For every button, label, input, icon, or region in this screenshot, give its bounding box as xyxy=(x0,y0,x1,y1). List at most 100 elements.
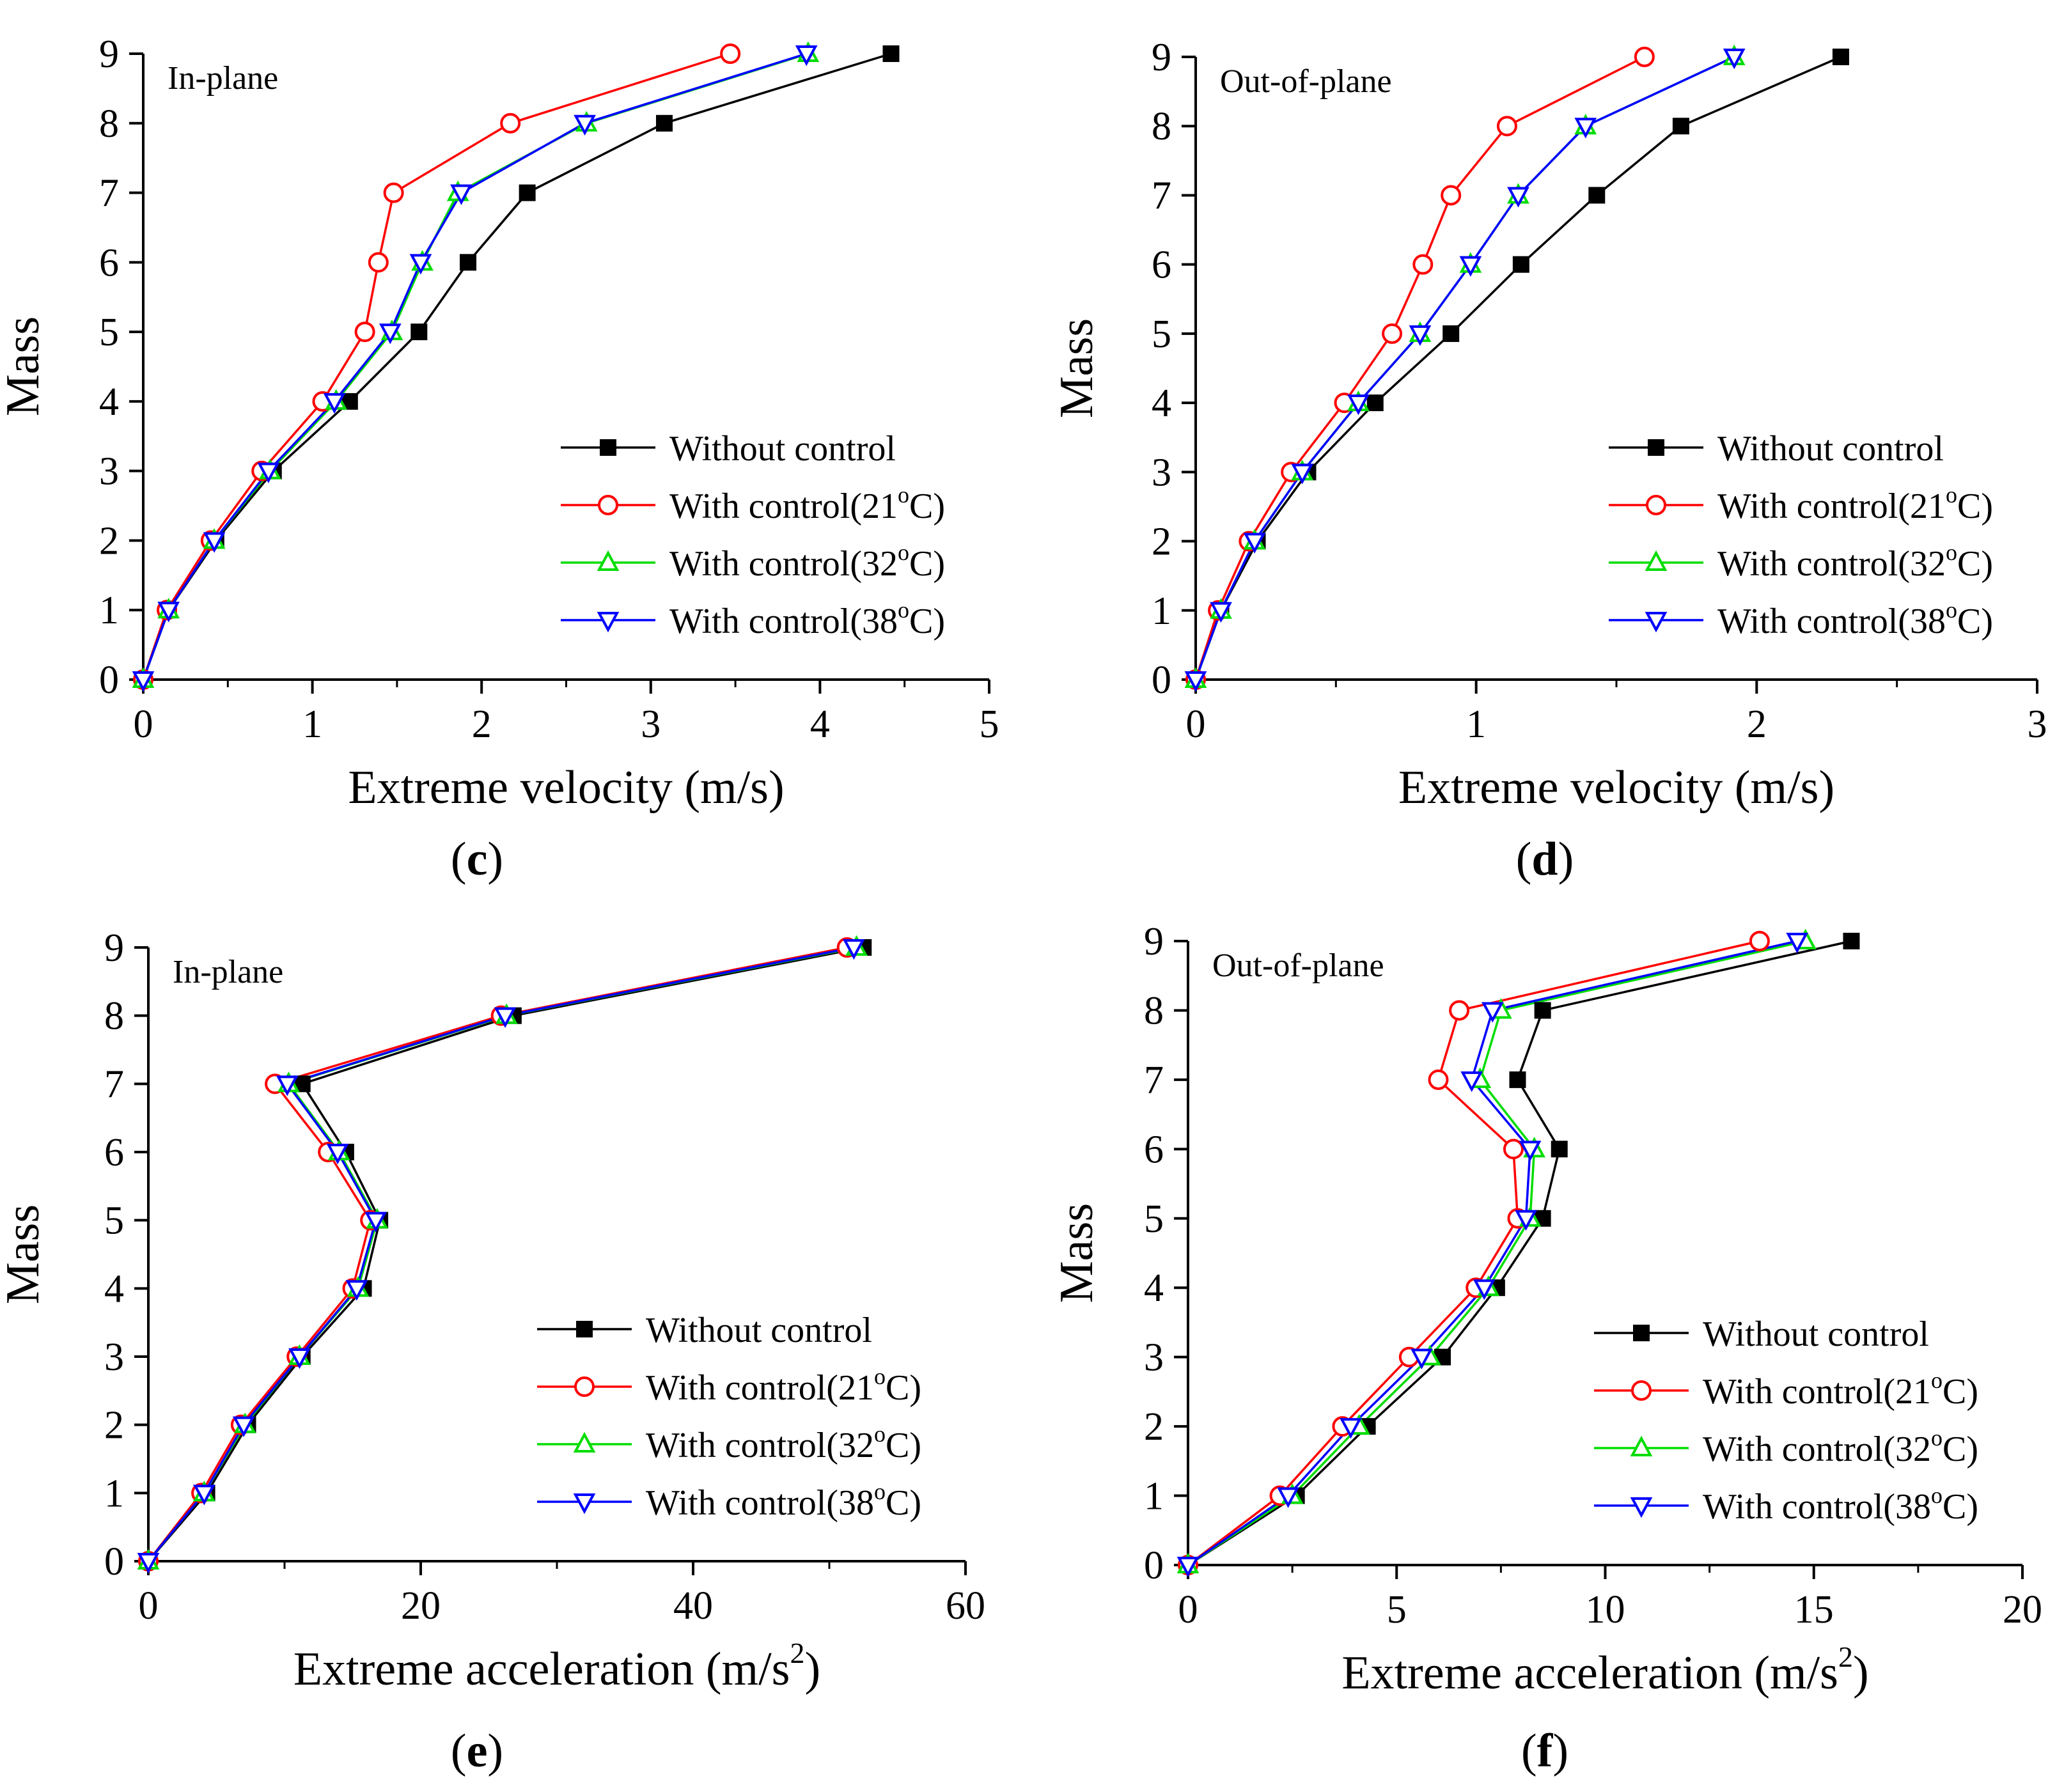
x-tick-label: 2 xyxy=(472,703,492,746)
data-point-s3-m3 xyxy=(1291,464,1314,485)
data-point-s3-m6 xyxy=(409,254,432,275)
panel-f: 0 5 10 15 20 0 1 2 3 4 5 6 7 8 9 Extreme acceleration (… xyxy=(1051,920,2042,1777)
text-span: f xyxy=(1537,1725,1554,1777)
text-span: o xyxy=(898,540,909,565)
inset-label: Out-of-plane xyxy=(1220,63,1392,100)
y-tick-label: 5 xyxy=(1144,1197,1164,1241)
legend-marker xyxy=(598,495,618,515)
text-span: o xyxy=(1946,597,1957,623)
text-span: o xyxy=(874,1364,886,1389)
y-axis-title: Mass xyxy=(1051,318,1103,418)
y-tick-label: 9 xyxy=(1144,920,1164,963)
legend-label: Without control xyxy=(646,1311,872,1350)
text-span: o xyxy=(1946,540,1957,565)
series-line-2 xyxy=(1187,940,1806,1566)
data-point-s3-m4 xyxy=(345,1280,368,1301)
x-tick-label: 1 xyxy=(1466,703,1486,746)
text-span: With control(38 xyxy=(1703,1487,1931,1527)
data-point-s3-m8 xyxy=(1481,1002,1504,1023)
data-point-s3-m9 xyxy=(842,939,865,960)
y-tick-label: 6 xyxy=(99,241,119,284)
series-line-2 xyxy=(1194,56,1735,680)
data-point-s3-m5 xyxy=(1409,325,1432,347)
data-point-s3-m1 xyxy=(1210,602,1232,623)
data-point-s3-m1 xyxy=(157,602,180,623)
y-tick-label: 2 xyxy=(1144,1405,1164,1449)
data-point-s1-m8 xyxy=(500,113,521,134)
text-span: ( xyxy=(451,1725,467,1777)
text-span: With control(32 xyxy=(1717,544,1946,584)
data-point-s1-m6 xyxy=(1503,1139,1524,1160)
text-span: C) xyxy=(886,1368,921,1408)
data-point-s1-m6 xyxy=(1412,254,1434,275)
series-line-2 xyxy=(142,52,809,680)
data-point-s0-m6 xyxy=(460,254,477,271)
data-point-s1-m5 xyxy=(1382,323,1403,344)
legend-marker xyxy=(1648,439,1664,456)
text-span: C) xyxy=(909,487,945,526)
x-tick-label: 40 xyxy=(673,1584,713,1628)
series-line-0 xyxy=(1187,940,1852,1566)
text-span: C) xyxy=(1943,1372,1978,1412)
data-point-s0-m5 xyxy=(410,323,428,341)
data-point-s0-m9 xyxy=(1843,933,1860,949)
y-tick-label: 3 xyxy=(1144,1336,1164,1380)
series-line-1 xyxy=(1194,56,1645,680)
legend-label: With control(38oC) xyxy=(669,597,945,641)
data-point-s3-m7 xyxy=(276,1075,299,1096)
y-tick-label: 7 xyxy=(99,172,119,215)
legend-marker xyxy=(573,1493,596,1515)
text-span: C) xyxy=(1957,544,1993,584)
legend-marker xyxy=(1631,1380,1652,1401)
legend-label: With control(38oC) xyxy=(1717,597,1993,641)
text-span: ) xyxy=(1853,1647,1869,1699)
y-tick-label: 0 xyxy=(1152,658,1171,702)
x-tick-label: 0 xyxy=(134,703,153,746)
legend-label: With control(38oC) xyxy=(1703,1483,1978,1527)
text-span: o xyxy=(1931,1483,1943,1508)
y-tick-label: 6 xyxy=(104,1131,124,1174)
legend-marker xyxy=(576,1321,593,1337)
y-tick-label: 1 xyxy=(1152,589,1171,633)
data-point-s1-m6 xyxy=(368,252,389,273)
x-tick-label: 5 xyxy=(980,703,999,746)
text-span: Extreme velocity (m/s) xyxy=(1398,761,1834,814)
x-tick-label: 20 xyxy=(401,1584,441,1628)
legend-label: Without control xyxy=(669,429,896,469)
x-tick-label: 15 xyxy=(1794,1588,1834,1632)
text-span: With control(38 xyxy=(646,1483,874,1523)
y-tick-label: 4 xyxy=(99,380,119,424)
y-axis-title: Mass xyxy=(0,1204,49,1304)
series-line-1 xyxy=(147,946,848,1562)
y-tick-label: 3 xyxy=(1152,451,1171,494)
data-point-s3-m6 xyxy=(1459,256,1482,277)
data-point-s0-m7 xyxy=(519,184,536,201)
data-point-s3-m7 xyxy=(1460,1071,1483,1093)
text-span: o xyxy=(1931,1425,1943,1451)
series-line-0 xyxy=(1194,56,1841,680)
data-point-s3-m4 xyxy=(323,393,346,414)
series-line-1 xyxy=(1187,940,1760,1566)
x-tick-label: 2 xyxy=(1747,703,1767,746)
y-tick-label: 7 xyxy=(1144,1059,1164,1102)
data-point-s1-m8 xyxy=(1449,1000,1470,1021)
y-tick-label: 3 xyxy=(104,1336,124,1379)
text-span: Without control xyxy=(669,429,896,469)
y-tick-label: 8 xyxy=(1152,105,1171,148)
data-point-s3-m0 xyxy=(1177,1557,1200,1578)
legend-marker xyxy=(1645,550,1668,571)
x-tick-label: 4 xyxy=(810,703,830,746)
text-span: C) xyxy=(1943,1430,1978,1469)
text-span: With control(32 xyxy=(669,544,898,584)
data-point-s3-m6 xyxy=(1519,1141,1542,1162)
data-point-s3-m5 xyxy=(379,323,402,345)
y-tick-label: 7 xyxy=(1152,174,1171,217)
y-tick-label: 9 xyxy=(104,926,124,970)
text-span: C) xyxy=(1957,602,1993,641)
y-tick-label: 5 xyxy=(99,311,119,354)
data-point-s0-m9 xyxy=(1832,49,1849,65)
panel-label: (d) xyxy=(1516,833,1574,885)
data-point-s3-m8 xyxy=(494,1007,517,1028)
y-tick-label: 0 xyxy=(104,1540,124,1584)
